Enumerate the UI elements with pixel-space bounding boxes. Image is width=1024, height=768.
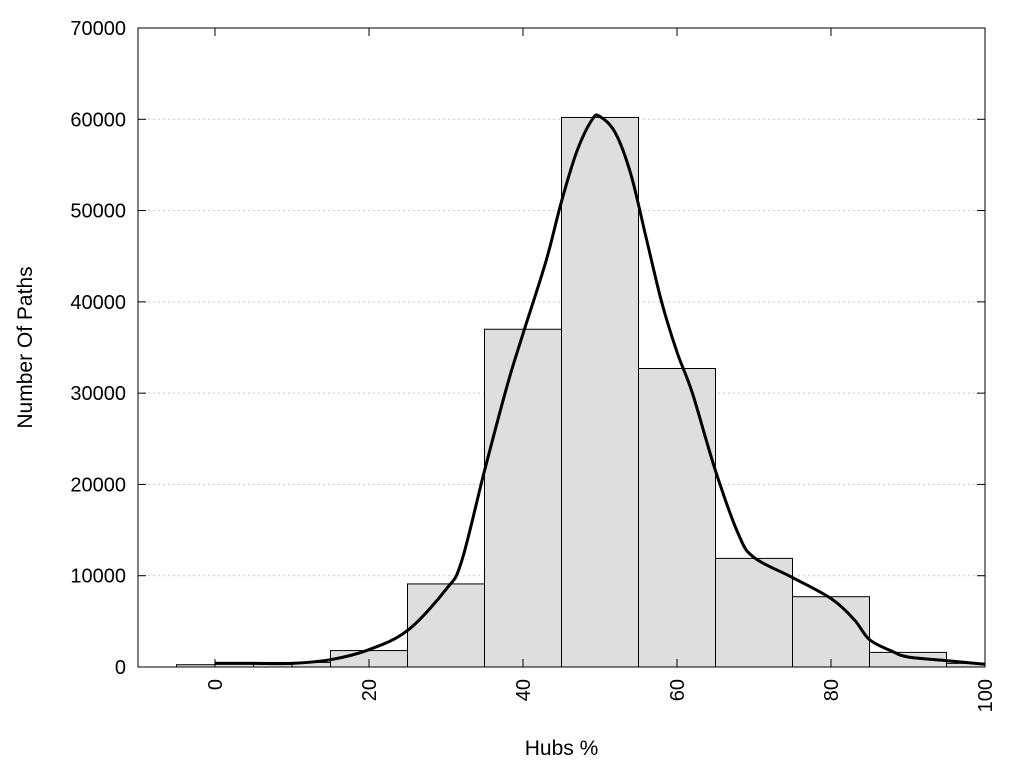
y-tick-label: 40000 xyxy=(70,292,126,314)
density-curve xyxy=(215,113,986,666)
tick-labels: 0 10000 20000 30000 40000 50000 60000 70000 0 20 4… xyxy=(70,18,997,712)
histogram-bar xyxy=(715,557,793,668)
x-tick-label: 60 xyxy=(667,679,689,701)
y-tick-label: 10000 xyxy=(70,566,126,588)
y-tick-label: 30000 xyxy=(70,383,126,405)
y-tick-label: 60000 xyxy=(70,109,126,131)
y-axis-label: Number Of Paths xyxy=(14,266,37,428)
y-tick-label: 0 xyxy=(115,657,126,679)
histogram-bar xyxy=(484,328,562,668)
x-tick-label: 0 xyxy=(205,679,227,690)
histogram-bar xyxy=(561,116,639,668)
histogram-bar xyxy=(407,583,485,668)
y-tick-label: 50000 xyxy=(70,201,126,223)
x-tick-label: 80 xyxy=(821,679,843,701)
x-tick-label: 40 xyxy=(513,679,535,701)
x-axis-label: Hubs % xyxy=(525,737,599,760)
y-tick-label: 20000 xyxy=(70,474,126,496)
density-curve-line xyxy=(215,113,986,666)
plot-frame xyxy=(137,27,986,668)
histogram-bars xyxy=(176,116,986,668)
x-tick-label: 100 xyxy=(975,679,997,712)
x-tick-label: 20 xyxy=(359,679,381,701)
y-tick-label: 70000 xyxy=(70,18,126,40)
histogram-bar xyxy=(638,367,716,668)
axis-ticks xyxy=(138,27,986,668)
grid-lines xyxy=(138,118,985,577)
histogram-bar xyxy=(792,596,870,668)
